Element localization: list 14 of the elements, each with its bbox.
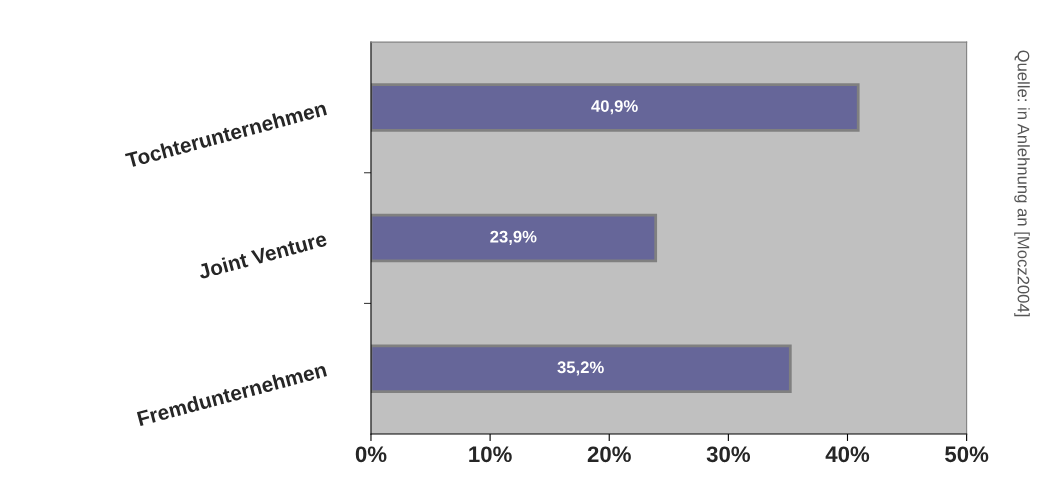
source-note: Quelle: in Anlehnung an [Mocz2004] xyxy=(1014,50,1030,317)
y-tick-label: Joint Venture xyxy=(197,230,328,280)
x-tick-label: 40% xyxy=(825,446,870,463)
bar xyxy=(370,83,860,132)
data-label: 35,2% xyxy=(557,361,604,376)
x-tick-label: 0% xyxy=(355,446,387,463)
bar xyxy=(370,344,792,393)
x-tick-label: 20% xyxy=(587,446,631,463)
bar xyxy=(370,213,658,263)
x-tick-label: 50% xyxy=(945,446,989,463)
data-label: 23,9% xyxy=(490,230,537,245)
x-tick-label: 30% xyxy=(706,446,751,463)
data-label: 40,9% xyxy=(591,100,638,115)
x-tick-label: 10% xyxy=(469,446,512,463)
